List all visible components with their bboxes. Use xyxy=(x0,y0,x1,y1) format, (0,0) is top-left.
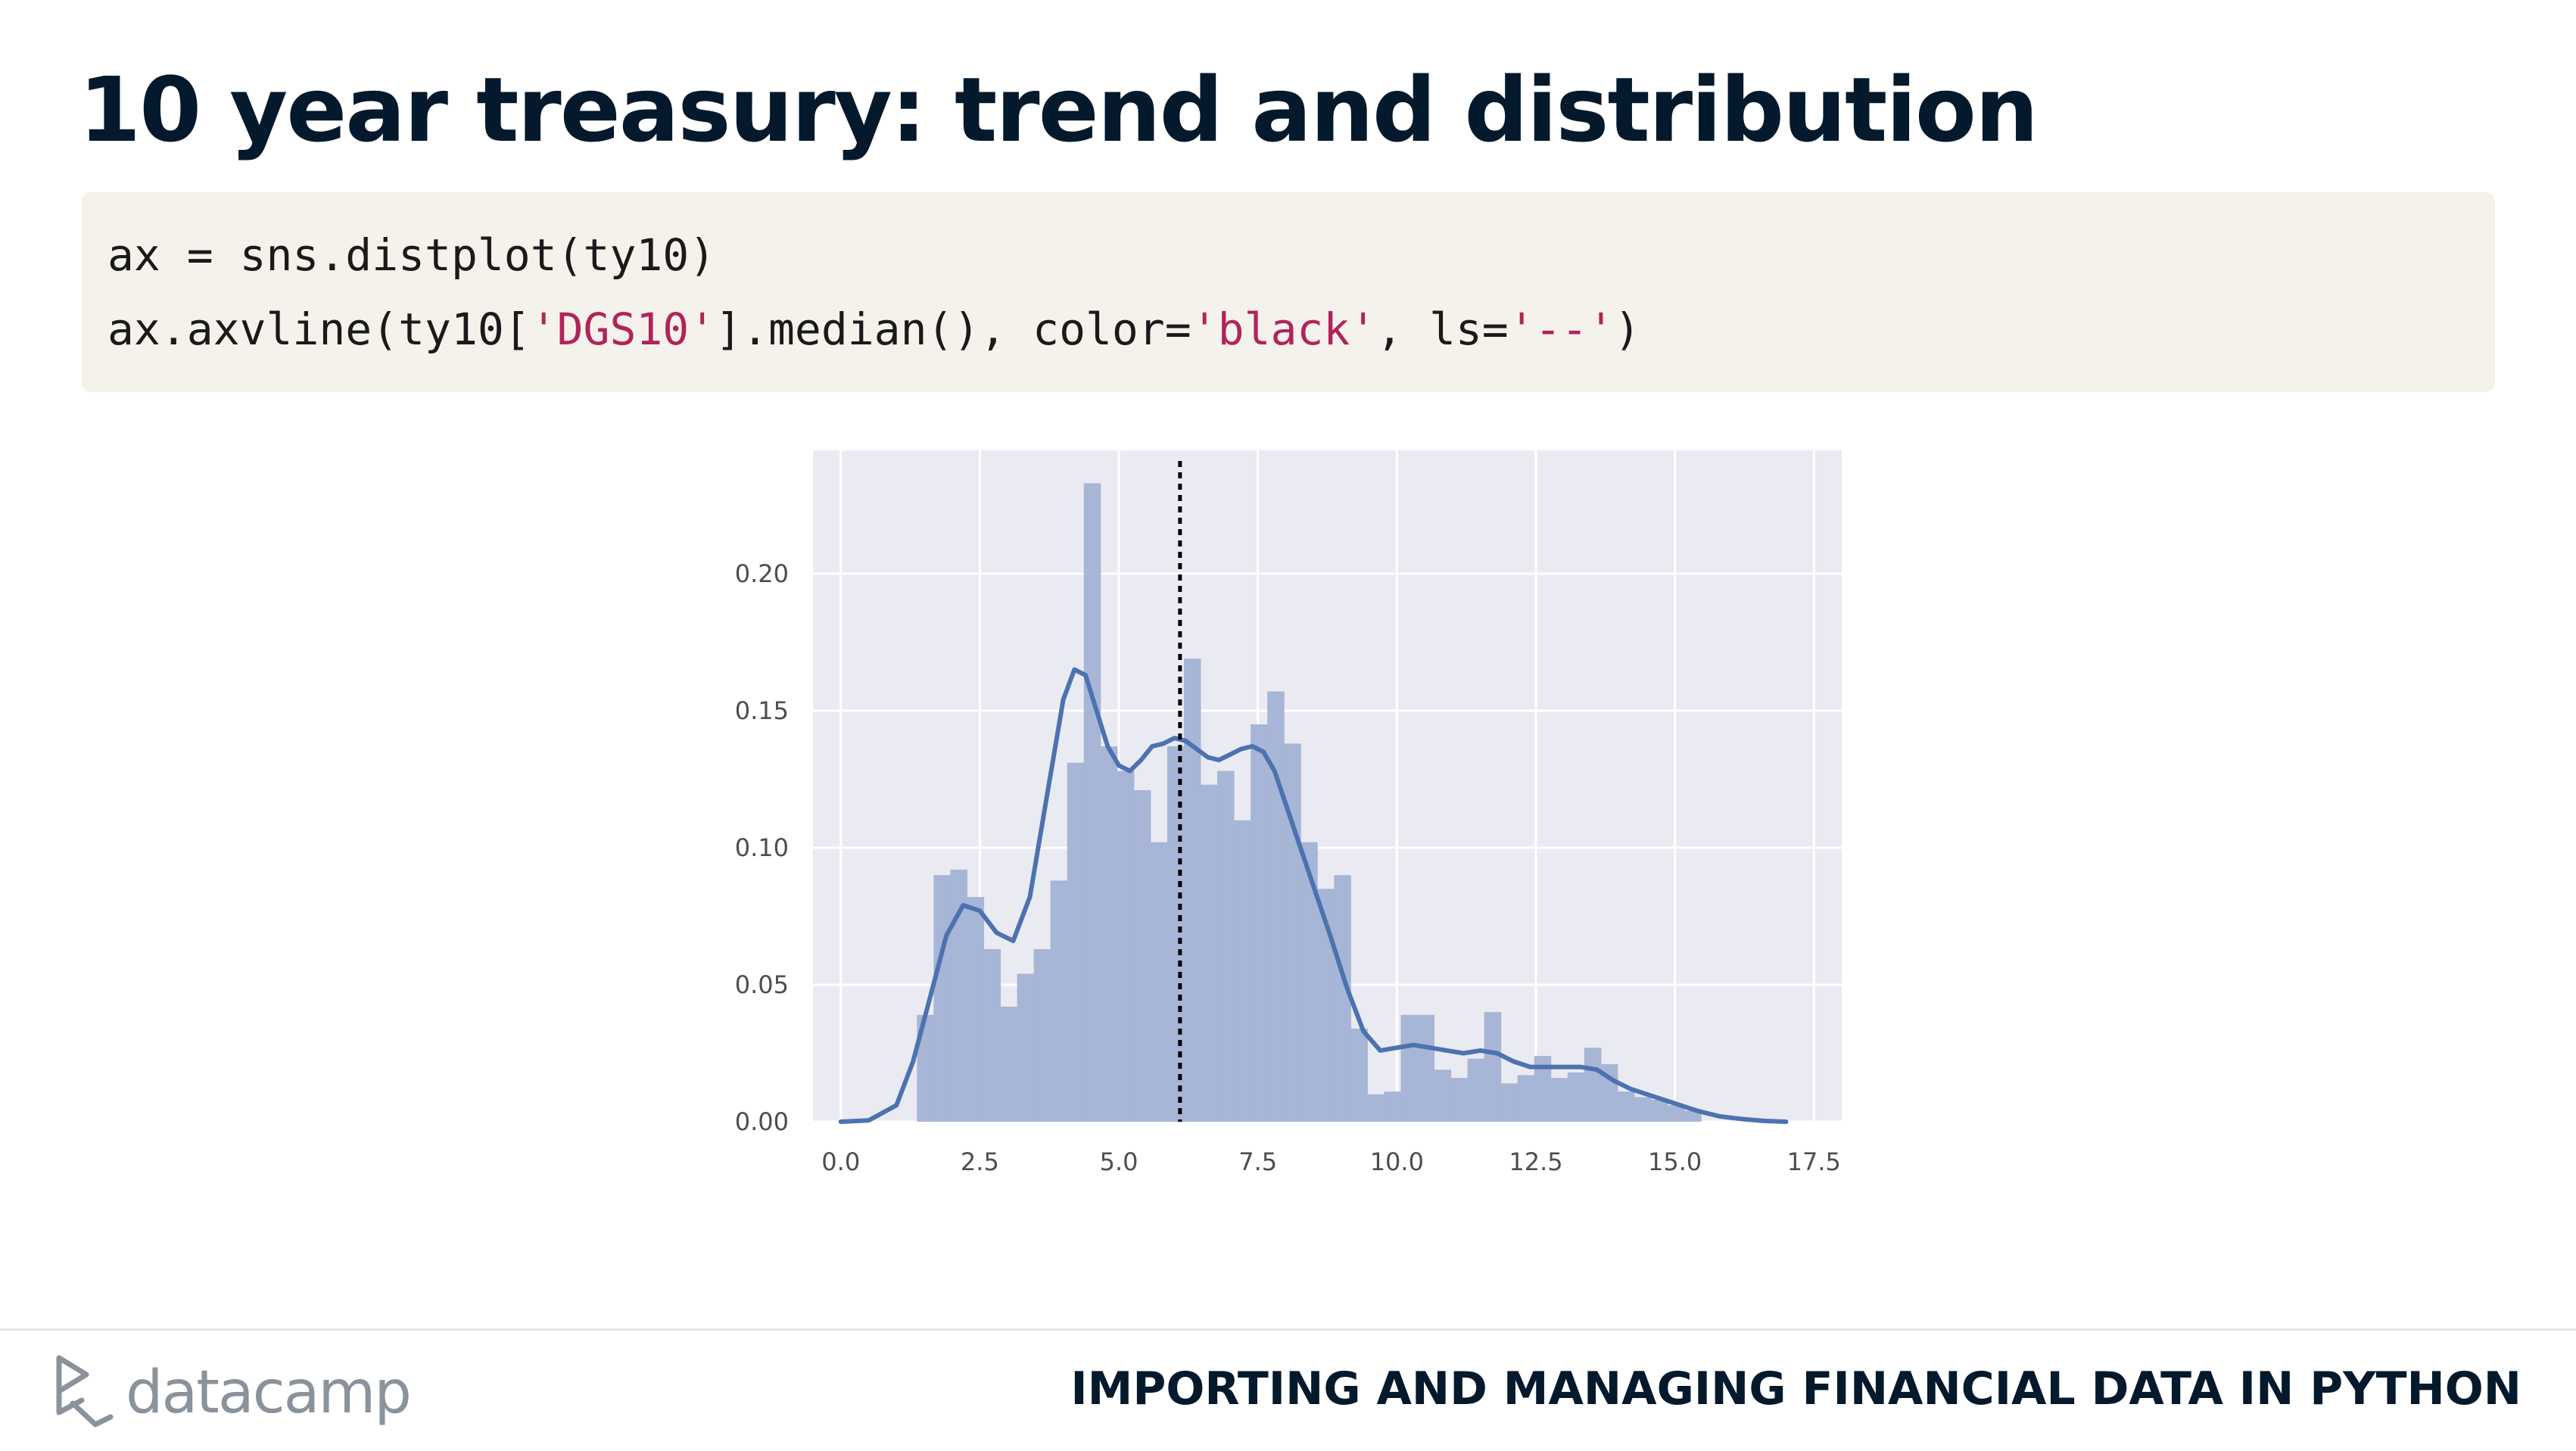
footer-divider xyxy=(0,1328,2576,1331)
histogram-bar xyxy=(1050,880,1068,1122)
histogram-bar xyxy=(1400,1014,1419,1122)
histogram-bar xyxy=(1634,1097,1652,1122)
distribution-chart: 0.0 2.5 5.0 7.5 10.0 12.5 15.0 17.5 0.00 0.05 0.1… xyxy=(735,450,1842,1176)
x-tick-label: 15.0 xyxy=(1648,1147,1702,1176)
code-line-2: ax.axvline(ty10['DGS10'].median(), color… xyxy=(107,303,1640,356)
histogram-bar xyxy=(1100,746,1118,1122)
code-block: ax = sns.distplot(ty10) ax.axvline(ty10[… xyxy=(82,192,2495,392)
histogram-bar xyxy=(1617,1091,1635,1122)
histogram-bar xyxy=(1350,1028,1368,1122)
histogram-bar xyxy=(1500,1083,1519,1122)
course-title: IMPORTING AND MANAGING FINANCIAL DATA IN… xyxy=(1070,1362,2521,1415)
histogram-bar xyxy=(1384,1091,1401,1122)
y-tick-labels: 0.00 0.05 0.10 0.15 0.20 xyxy=(735,559,789,1136)
histogram-bar xyxy=(1434,1070,1452,1122)
code-string: 'DGS10' xyxy=(530,304,716,355)
datacamp-logo-icon xyxy=(56,1355,114,1428)
y-tick-label: 0.15 xyxy=(735,696,789,725)
datacamp-logo: datacamp xyxy=(53,1349,431,1432)
code-text: ax = sns.distplot(ty10) xyxy=(107,229,716,281)
code-text: ax.axvline(ty10[ xyxy=(107,304,531,355)
code-string: 'black' xyxy=(1191,304,1377,355)
histogram-bar xyxy=(1234,820,1251,1122)
y-tick-label: 0.10 xyxy=(735,833,789,862)
x-tick-label: 10.0 xyxy=(1370,1147,1424,1176)
histogram-bar xyxy=(1417,1014,1435,1122)
histogram-bar xyxy=(1367,1094,1385,1122)
histogram-bar xyxy=(950,869,967,1122)
histogram-bar xyxy=(1000,1006,1018,1122)
histogram-bar xyxy=(967,897,985,1122)
histogram-bar xyxy=(933,875,951,1122)
histogram-bar xyxy=(1133,789,1151,1122)
histogram-bar xyxy=(1017,973,1035,1122)
x-tick-label: 0.0 xyxy=(821,1147,860,1176)
histogram-bar xyxy=(1150,842,1168,1122)
histogram-bar xyxy=(1201,784,1218,1122)
code-text: ) xyxy=(1614,304,1641,355)
code-text: , ls= xyxy=(1376,304,1509,355)
histogram-bar xyxy=(1567,1072,1585,1122)
histogram-bar xyxy=(1334,875,1351,1122)
histogram-bar xyxy=(1584,1048,1602,1122)
histogram-bar xyxy=(1300,842,1318,1122)
histogram-bar xyxy=(1033,948,1051,1122)
logo-text: datacamp xyxy=(126,1359,412,1427)
y-tick-label: 0.20 xyxy=(735,559,789,588)
histogram-bar xyxy=(1117,771,1135,1122)
code-line-1: ax = sns.distplot(ty10) xyxy=(107,229,715,282)
y-tick-label: 0.00 xyxy=(735,1107,789,1136)
histogram-bar xyxy=(1550,1078,1568,1122)
histogram-bars xyxy=(917,483,1702,1122)
histogram-bar xyxy=(1450,1078,1469,1122)
histogram-bar xyxy=(1534,1056,1552,1122)
histogram-bar xyxy=(917,1014,934,1122)
code-text: ].median(), color= xyxy=(715,304,1191,355)
kde-line xyxy=(838,667,1789,1124)
x-tick-label: 12.5 xyxy=(1509,1147,1562,1176)
histogram-bar xyxy=(1317,889,1335,1122)
y-tick-label: 0.05 xyxy=(735,970,789,999)
x-tick-label: 17.5 xyxy=(1787,1147,1841,1176)
x-tick-labels: 0.0 2.5 5.0 7.5 10.0 12.5 15.0 17.5 xyxy=(821,1147,1841,1176)
histogram-bar xyxy=(1083,483,1101,1122)
histogram-bar xyxy=(1668,1105,1685,1122)
x-tick-label: 7.5 xyxy=(1238,1147,1277,1176)
slide-title: 10 year treasury: trend and distribution xyxy=(79,58,2039,162)
histogram-bar xyxy=(1067,762,1085,1122)
histogram-bar xyxy=(1467,1058,1485,1122)
histogram-bar xyxy=(983,948,1001,1122)
x-tick-label: 5.0 xyxy=(1100,1147,1138,1176)
histogram-bar xyxy=(1251,724,1268,1122)
code-string: '--' xyxy=(1508,304,1615,355)
kde-curve xyxy=(838,667,1789,1124)
x-tick-label: 2.5 xyxy=(961,1147,999,1176)
histogram-bar xyxy=(1183,659,1201,1122)
histogram-bar xyxy=(1684,1110,1702,1122)
histogram-bar xyxy=(1484,1012,1502,1122)
histogram-bar xyxy=(1217,771,1235,1122)
histogram-bar xyxy=(1651,1100,1668,1122)
histogram-bar xyxy=(1517,1075,1535,1122)
histogram-bar xyxy=(1267,691,1285,1122)
